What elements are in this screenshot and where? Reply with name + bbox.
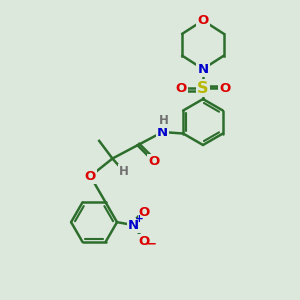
Text: O: O [85,170,96,183]
Text: N: N [128,219,139,232]
Text: O: O [139,235,150,248]
Text: S: S [197,81,209,96]
Text: O: O [139,206,150,219]
Text: N: N [157,125,168,139]
Text: O: O [175,82,187,95]
Text: N: N [197,62,208,76]
Text: +: + [135,214,144,224]
Text: O: O [220,82,231,95]
Text: O: O [197,14,208,27]
Text: H: H [119,165,129,178]
Text: −: − [145,238,156,251]
Text: H: H [159,114,169,127]
Text: O: O [148,155,159,168]
